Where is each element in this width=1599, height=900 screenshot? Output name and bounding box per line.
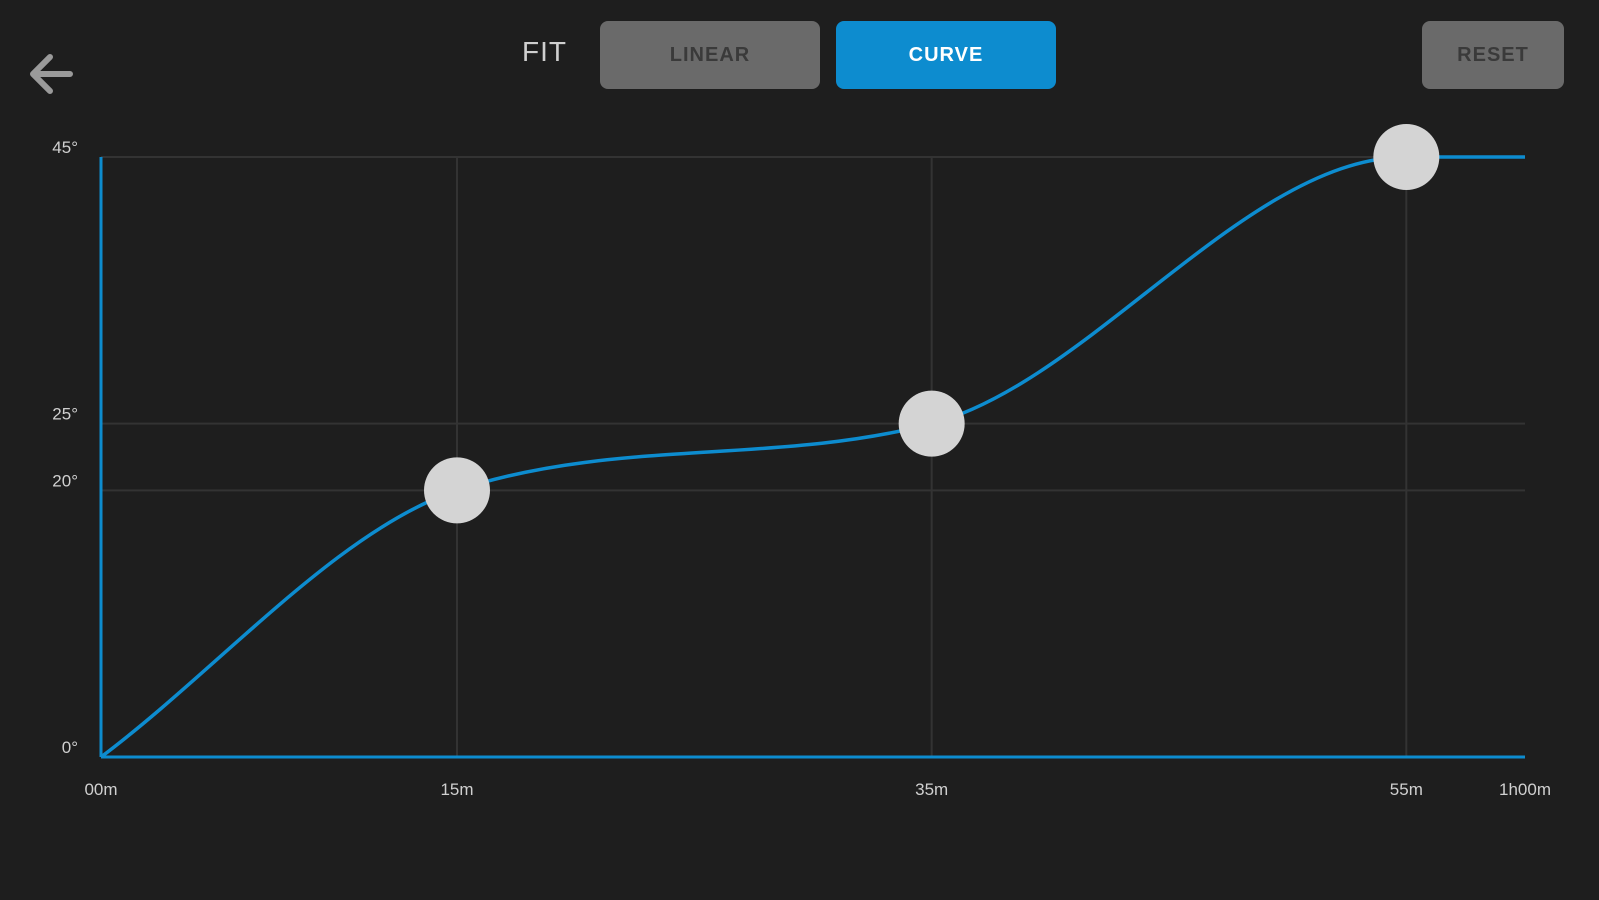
linear-fit-button[interactable]: LINEAR	[600, 21, 820, 89]
y-tick-label: 45°	[52, 138, 78, 157]
y-tick-label: 0°	[62, 738, 78, 757]
x-tick-label: 35m	[915, 780, 948, 799]
x-tick-label: 15m	[440, 780, 473, 799]
fit-label: FIT	[522, 36, 567, 67]
curve-control-handle[interactable]	[1373, 124, 1440, 190]
x-tick-label: 1h00m	[1499, 780, 1551, 799]
back-button[interactable]	[22, 44, 82, 104]
curve-control-handle[interactable]	[424, 457, 490, 524]
x-tick-label: 00m	[84, 780, 117, 799]
x-tick-label: 55m	[1390, 780, 1423, 799]
y-tick-label: 25°	[52, 405, 78, 424]
reset-button[interactable]: RESET	[1422, 21, 1564, 89]
curve-fit-button[interactable]: CURVE	[836, 21, 1056, 89]
curve-control-handle[interactable]	[898, 390, 965, 457]
arrow-left-icon	[30, 54, 73, 94]
y-tick-label: 20°	[52, 471, 78, 490]
fit-curve-line	[99, 155, 1525, 759]
